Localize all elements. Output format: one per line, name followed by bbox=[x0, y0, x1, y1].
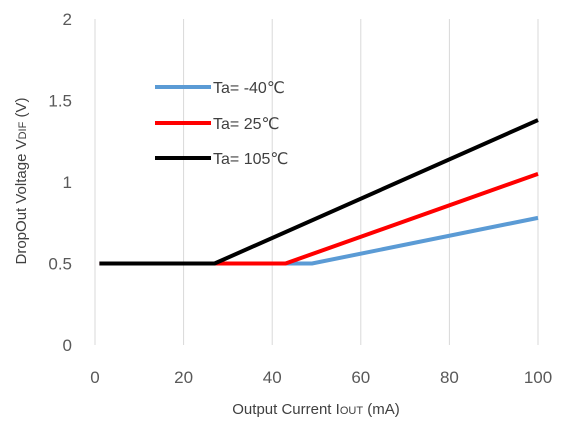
legend-label-1: Ta= 25℃ bbox=[213, 116, 279, 133]
x-axis-title: Output Current IOUT (mA) bbox=[232, 401, 399, 418]
series-line-2 bbox=[99, 118, 539, 266]
legend: Ta= -40℃ Ta= 25℃ Ta= 105℃ bbox=[155, 80, 288, 168]
y-tick-label: 1 bbox=[63, 173, 72, 192]
plot-series bbox=[99, 118, 539, 266]
y-tick-label: 1.5 bbox=[48, 92, 72, 111]
y-tick-label: 2 bbox=[63, 10, 72, 29]
series-line-0 bbox=[99, 215, 539, 266]
gridlines bbox=[94, 19, 539, 345]
x-tick-label: 0 bbox=[90, 368, 99, 387]
x-tick-label: 60 bbox=[351, 368, 370, 387]
x-tick-label: 20 bbox=[174, 368, 193, 387]
legend-label-2: Ta= 105℃ bbox=[213, 151, 288, 168]
x-tick-label: 100 bbox=[524, 368, 552, 387]
x-tick-labels: 0 20 40 60 80 100 bbox=[90, 368, 552, 387]
y-tick-labels: 0 0.5 1 1.5 2 bbox=[48, 10, 72, 355]
x-tick-label: 80 bbox=[440, 368, 459, 387]
y-axis-title: DropOut Voltage VDIF (V) bbox=[13, 98, 30, 265]
legend-label-0: Ta= -40℃ bbox=[213, 80, 285, 97]
y-tick-label: 0.5 bbox=[48, 255, 72, 274]
y-tick-label: 0 bbox=[63, 336, 72, 355]
x-tick-label: 40 bbox=[263, 368, 282, 387]
